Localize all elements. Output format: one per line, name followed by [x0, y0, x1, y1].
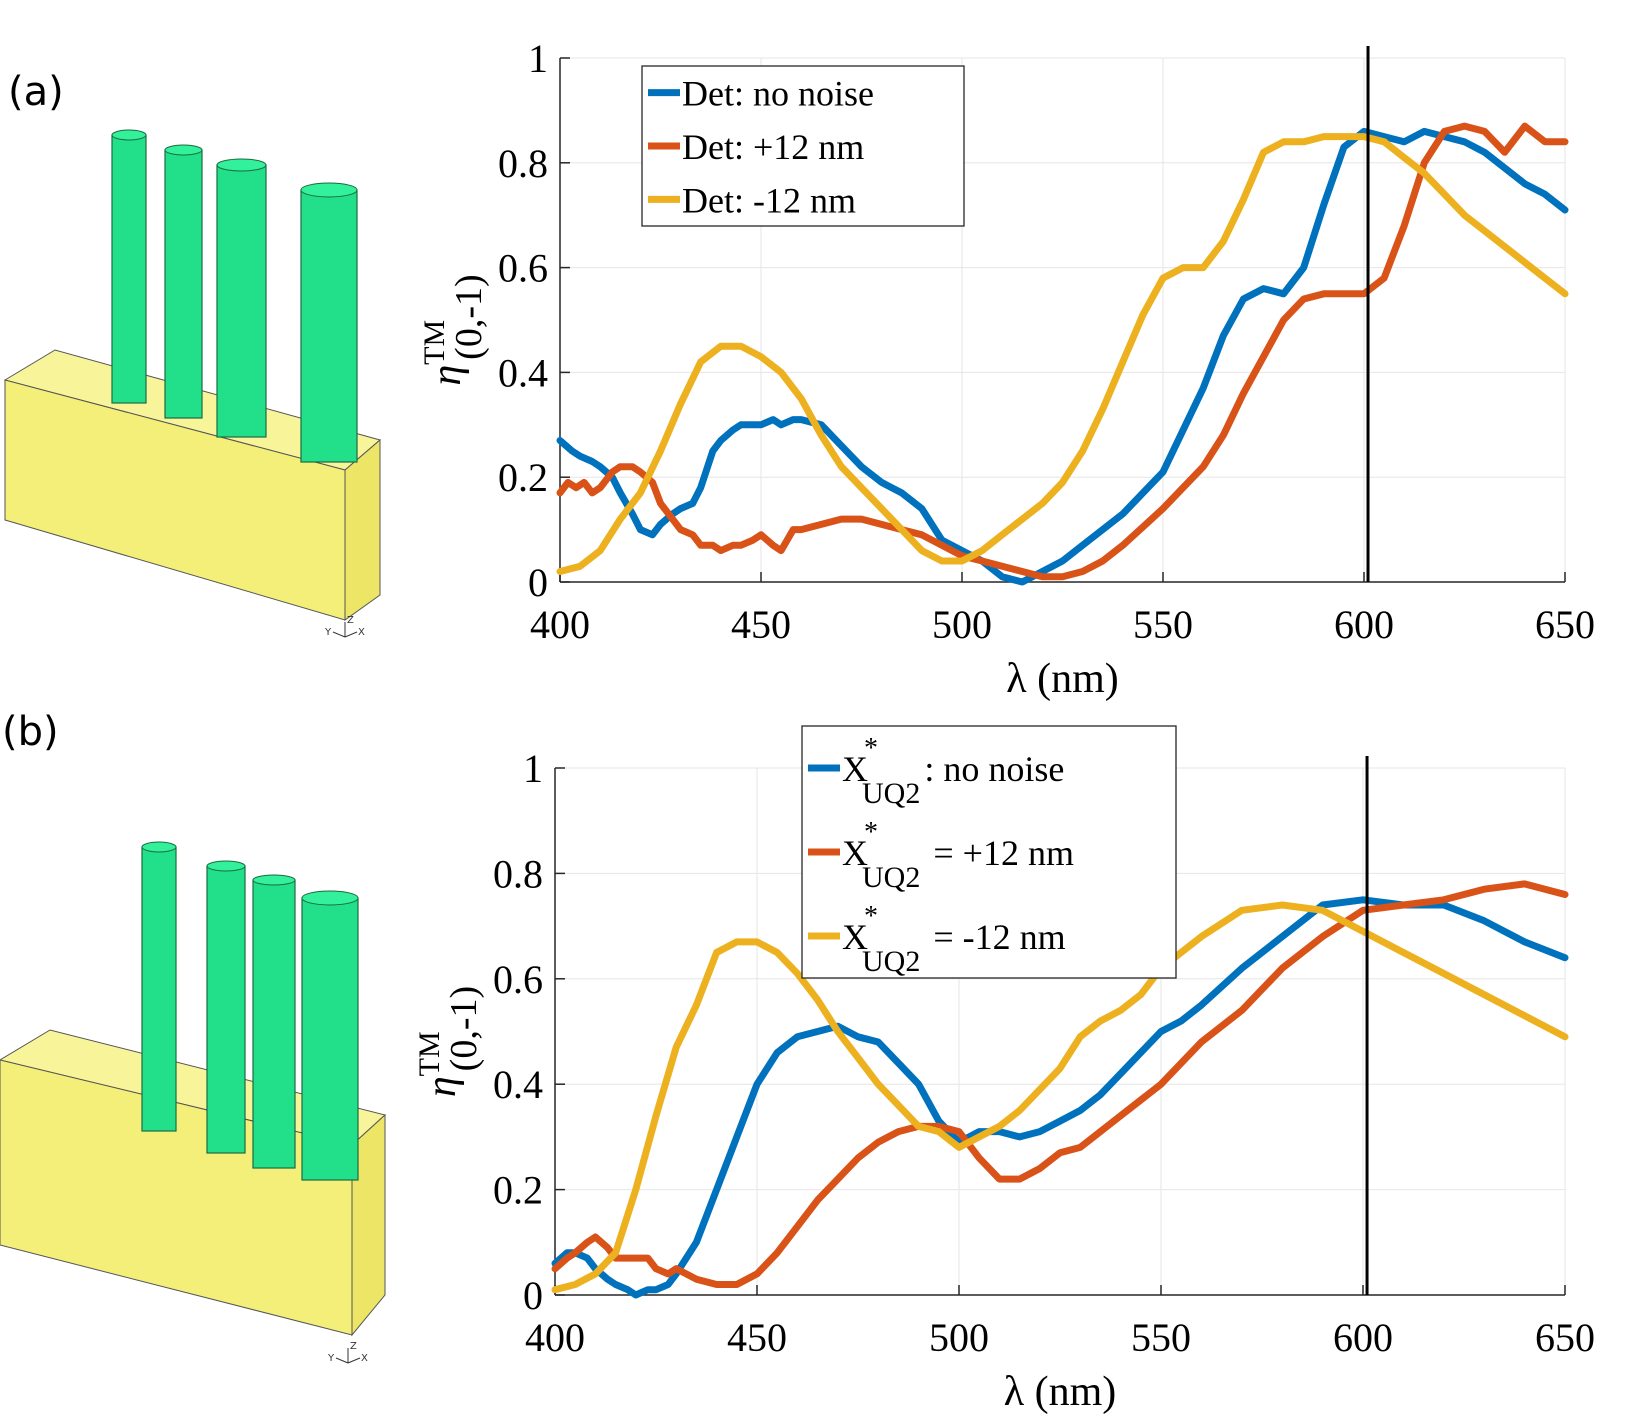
tick-labels-a: 400 450 500 550 600 650 0 0.2 0.4 0.6 0.8 1 [498, 36, 1595, 647]
pillar [301, 890, 359, 1181]
series-line-1 [551, 896, 1569, 1299]
pillar [252, 874, 296, 1169]
legend-a: Det: no noise Det: +12 nm Det: -12 nm [641, 65, 965, 227]
pillar [141, 841, 177, 1132]
series-line-3 [556, 133, 1569, 575]
x-tick-label: 600 [1333, 1315, 1393, 1360]
axis-triad-icon: Z Y X [324, 615, 365, 638]
pillar [164, 144, 203, 419]
y-tick-label: 0.4 [498, 350, 548, 395]
y-tick-label: 0 [528, 560, 548, 605]
triad-x-label: X [358, 627, 365, 638]
y-tick-label: 0 [523, 1273, 543, 1318]
y-axis-label-text-a: ηTM(0,-1) [418, 274, 491, 385]
series-line-2 [551, 880, 1569, 1288]
y-tick-label: 1 [523, 746, 543, 791]
pillar [206, 860, 246, 1154]
series-line-2 [556, 122, 1569, 581]
x-tick-label: 450 [727, 1315, 787, 1360]
y-tick-label: 0.2 [493, 1168, 543, 1213]
y-tick-label: 1 [528, 36, 548, 81]
y-tick-label: 0.4 [493, 1062, 543, 1107]
x-tick-label: 550 [1133, 602, 1193, 647]
legend-box [641, 65, 965, 227]
y-axis-label-sup: TM [418, 320, 451, 365]
series-line-3 [551, 901, 1569, 1294]
x-tick-label: 650 [1535, 1315, 1595, 1360]
y-axis-label-b: ηTM(0,-1) [413, 986, 486, 1097]
y-tick-label: 0.8 [498, 141, 548, 186]
legend-label: Det: +12 nm [682, 127, 864, 167]
tick-labels-b: 400 450 500 550 600 650 0 0.2 0.4 0.6 0.8 1 [493, 746, 1595, 1360]
grid-b [554, 767, 1566, 1296]
y-axis-label-sub: (0,-1) [443, 986, 485, 1071]
x-tick-label: 400 [530, 602, 590, 647]
pillar [300, 182, 358, 463]
legend-label: X* UQ2 = -12 nm [842, 901, 1066, 978]
panel-label-b: (b) [2, 709, 59, 755]
nanopillar-mesh-illustration-a: Z Y X [3, 129, 382, 638]
triad-z-label: Z [350, 1341, 357, 1352]
x-tick-label: 500 [932, 602, 992, 647]
series-lines-b [551, 880, 1569, 1299]
x-tick-label: 600 [1334, 602, 1394, 647]
triad-x-label: X [361, 1353, 368, 1364]
x-axis-label-a: λ (nm) [1006, 656, 1119, 702]
triad-z-label: Z [347, 615, 354, 626]
y-tick-label: 0.8 [493, 851, 543, 896]
legend-label: X* UQ2 = +12 nm [842, 817, 1074, 894]
nanopillar-mesh-illustration-b: Z Y X [0, 841, 387, 1364]
legend-label: X* UQ2: no noise [842, 733, 1064, 810]
x-tick-label: 400 [525, 1315, 585, 1360]
x-tick-label: 450 [731, 602, 791, 647]
axis-triad-icon: Z Y X [327, 1341, 368, 1364]
y-axis-label-sub: (0,-1) [448, 274, 490, 359]
legend-label: Det: no noise [682, 74, 874, 114]
y-axis-label-sup: TM [413, 1031, 446, 1076]
y-tick-label: 0.2 [498, 455, 548, 500]
panel-label-a: (a) [8, 69, 64, 115]
triad-y-label: Y [324, 627, 332, 638]
x-tick-label: 500 [929, 1315, 989, 1360]
legend-box [801, 725, 1177, 979]
pillar [111, 129, 147, 404]
legend-label: Det: -12 nm [682, 180, 856, 220]
x-tick-label: 550 [1131, 1315, 1191, 1360]
y-tick-label: 0.6 [498, 246, 548, 291]
y-axis-label-base: η [419, 1076, 465, 1097]
y-axis-label-a: ηTM(0,-1) [418, 274, 491, 385]
pillar [216, 158, 267, 438]
triad-y-label: Y [327, 1353, 335, 1364]
x-tick-label: 650 [1535, 602, 1595, 647]
y-tick-label: 0.6 [493, 957, 543, 1002]
y-axis-label-text-b: ηTM(0,-1) [413, 986, 486, 1097]
y-axis-label-base: η [424, 365, 470, 386]
x-axis-label-b: λ (nm) [1004, 1369, 1117, 1415]
